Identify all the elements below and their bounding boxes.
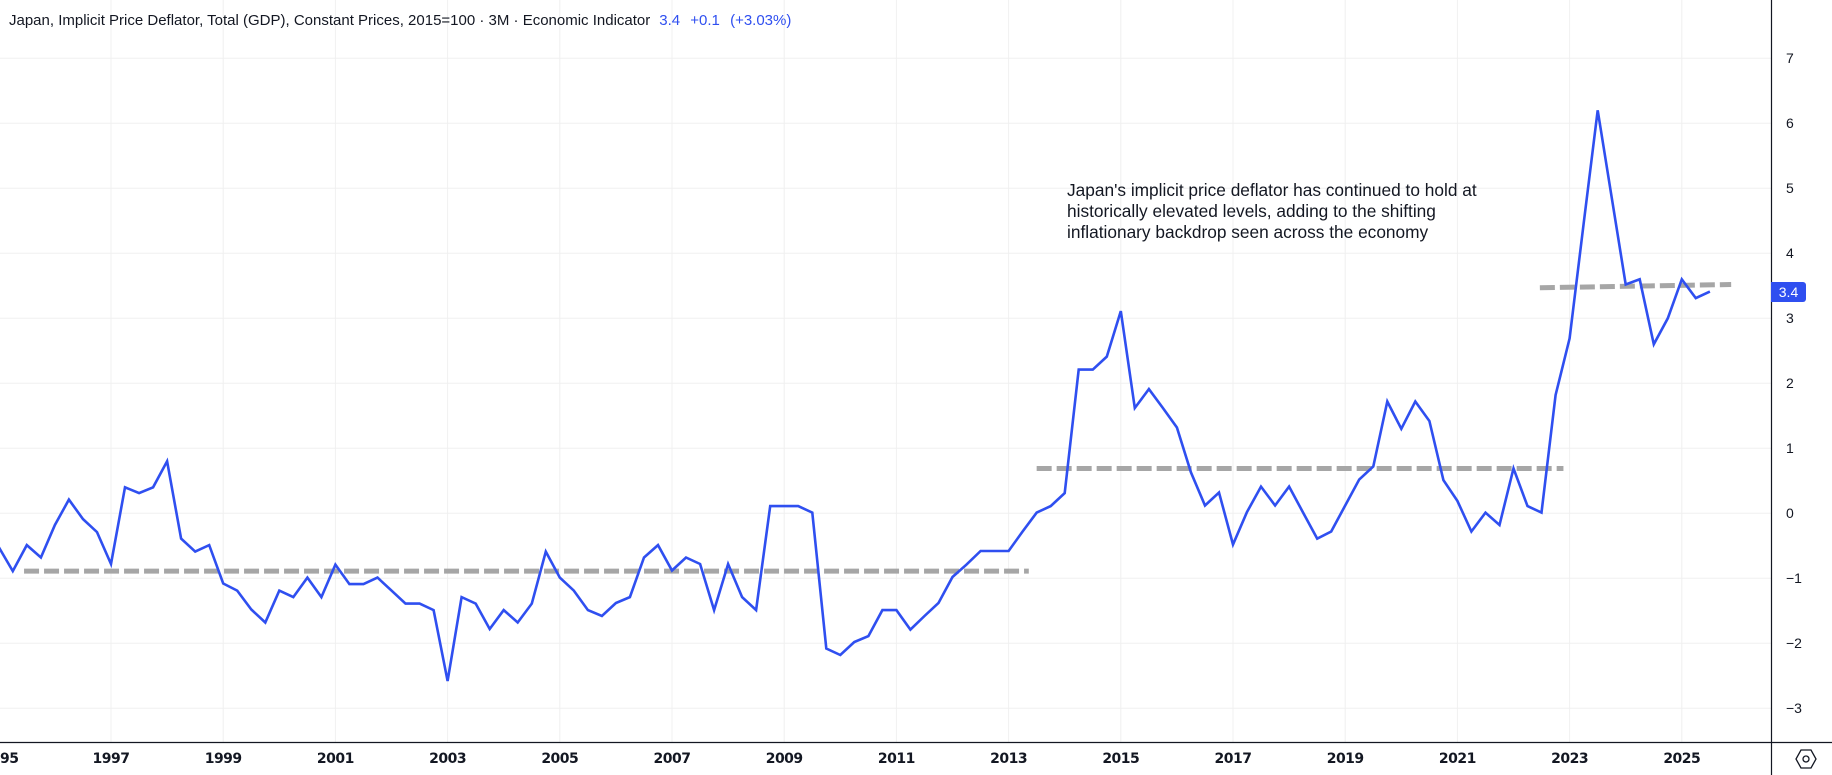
legend-values: 3.4 +0.1 (+3.03%) (659, 12, 797, 29)
x-tick-label: 2003 (429, 751, 467, 767)
x-tick-label: 95 (0, 751, 19, 767)
chart-annotation[interactable]: Japan's implicit price deflator has cont… (1067, 180, 1477, 243)
annotation-line: Japan's implicit price deflator has cont… (1067, 180, 1477, 200)
legend-change-pct: (+3.03%) (730, 11, 792, 29)
x-tick-label: 1997 (92, 751, 130, 767)
y-tick-label: 1 (1786, 440, 1794, 457)
y-tick-label: −1 (1786, 570, 1802, 587)
y-tick-label: −2 (1786, 635, 1802, 652)
y-tick-label: −3 (1786, 700, 1802, 717)
x-tick-label: 2021 (1438, 751, 1476, 767)
grid-lines (0, 0, 1771, 742)
x-tick-label: 2007 (653, 751, 691, 767)
y-tick-label: 7 (1786, 50, 1794, 67)
y-tick-label: 6 (1786, 115, 1794, 132)
legend-change: +0.1 (690, 11, 720, 29)
x-tick-label: 2005 (541, 751, 579, 767)
y-tick-label: 4 (1786, 245, 1794, 262)
y-tick-label: 2 (1786, 375, 1794, 392)
annotation-line: historically elevated levels, adding to … (1067, 201, 1436, 221)
x-tick-label: 2011 (877, 751, 915, 767)
reference-line-avg-2022-2025[interactable] (1539, 282, 1732, 291)
y-tick-label: 3 (1786, 310, 1794, 327)
x-tick-label: 1999 (204, 751, 242, 767)
legend-last-value: 3.4 (659, 11, 681, 29)
last-price-tag: 3.4 (1771, 282, 1806, 302)
x-tick-label: 2013 (990, 751, 1028, 767)
x-tick-label: 2025 (1663, 751, 1701, 767)
series-line[interactable] (0, 110, 1711, 682)
legend-title: Japan, Implicit Price Deflator, Total (G… (9, 11, 651, 29)
x-tick-label: 2015 (1102, 751, 1140, 767)
annotation-line: inflationary backdrop seen across the ec… (1067, 222, 1429, 242)
legend[interactable]: Japan, Implicit Price Deflator, Total (G… (9, 10, 797, 30)
x-tick-label: 2001 (316, 751, 354, 767)
x-tick-label: 2019 (1326, 751, 1364, 767)
hexagon-settings-icon (1795, 749, 1817, 769)
y-tick-label: 5 (1786, 180, 1794, 197)
settings-button[interactable] (1794, 748, 1818, 770)
x-tick-label: 2017 (1214, 751, 1252, 767)
x-tick-label: 2009 (765, 751, 803, 767)
x-tick-label: 2023 (1551, 751, 1589, 767)
reference-lines (24, 282, 1732, 574)
y-tick-label: 0 (1786, 505, 1794, 522)
